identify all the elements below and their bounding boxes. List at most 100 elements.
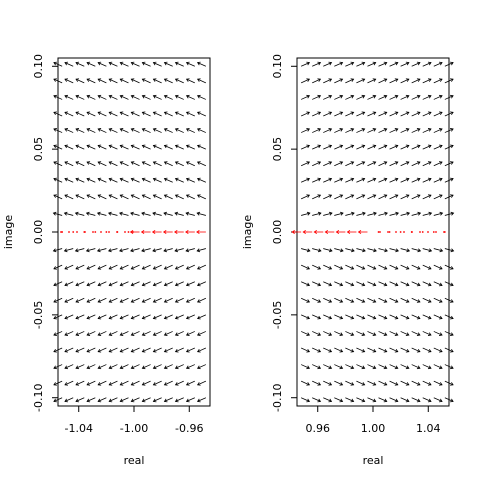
vector-arrowhead <box>130 348 135 353</box>
vector-arrow <box>75 62 85 67</box>
vector-arrowhead <box>163 161 168 165</box>
vector-arrow <box>131 145 140 150</box>
vector-arrow <box>300 281 310 286</box>
vector-arrowhead <box>361 61 366 66</box>
vector-arrowhead <box>130 177 135 182</box>
vector-arrowhead <box>427 348 432 353</box>
vector-arrow <box>345 248 355 252</box>
vector-arrow <box>175 128 184 133</box>
vector-arrowhead <box>328 282 333 287</box>
vector-arrowhead <box>361 144 366 149</box>
vector-arrow <box>367 397 376 402</box>
vector-arrowhead <box>174 194 179 198</box>
vector-arrow <box>345 194 354 200</box>
vector-arrow <box>400 95 410 100</box>
vector-arrowhead <box>328 266 333 270</box>
vector-arrowhead <box>383 365 388 370</box>
vector-arrowhead <box>174 161 179 165</box>
vector-arrowhead <box>75 398 80 403</box>
vector-arrowhead <box>427 111 432 116</box>
vector-arrowhead <box>416 332 421 336</box>
vector-arrow <box>345 212 355 216</box>
vector-arrow <box>186 347 195 353</box>
vector-arrowhead <box>405 348 410 353</box>
vector-arrow <box>400 331 410 336</box>
vector-arrowhead <box>395 248 399 253</box>
vector-arrowhead <box>196 78 201 82</box>
vector-arrowhead <box>152 365 157 370</box>
vector-arrow <box>422 62 432 67</box>
vector-arrow <box>53 380 63 386</box>
vector-arrow <box>174 212 184 216</box>
vector-arrowhead <box>64 94 69 99</box>
vector-arrowhead <box>328 398 333 403</box>
vector-arrow <box>300 397 310 402</box>
vector-arrowhead <box>74 248 79 253</box>
vector-arrowhead <box>339 177 344 182</box>
vector-arrowhead <box>163 332 168 336</box>
vector-arrowhead <box>64 398 69 403</box>
vector-arrowhead <box>438 177 443 182</box>
vector-arrow <box>131 161 140 167</box>
vector-arrow <box>120 178 129 183</box>
vector-arrowhead <box>350 144 355 149</box>
vector-arrow <box>312 297 321 303</box>
vector-arrowhead <box>86 144 91 149</box>
vector-arrow <box>197 178 207 183</box>
vector-arrow <box>367 178 376 183</box>
vector-arrow <box>334 380 343 386</box>
vector-arrowhead <box>439 211 444 216</box>
vector-arrow <box>433 111 443 117</box>
vector-arrow <box>153 128 162 133</box>
vector-arrow <box>97 145 107 150</box>
right-panel: 0.96 1.00 1.04 0.10 0.05 0.00 -0.05 -0.10 real im… <box>241 54 455 467</box>
vector-arrow <box>301 212 310 216</box>
vector-arrowhead <box>339 266 344 270</box>
vector-arrowhead <box>196 365 201 370</box>
vector-arrow <box>153 397 162 402</box>
vector-arrowhead <box>196 332 201 336</box>
vector-arrow <box>356 145 365 150</box>
vector-arrowhead <box>64 365 69 370</box>
vector-arrow <box>53 281 63 286</box>
vector-arrow <box>356 178 365 183</box>
vector-arrowhead <box>339 315 344 320</box>
vector-arrow <box>411 281 421 286</box>
vector-arrow <box>109 297 118 303</box>
vector-arrowhead <box>339 348 344 353</box>
vector-arrow <box>109 264 118 270</box>
x-axis-title: real <box>124 454 145 467</box>
vector-arrow <box>164 95 173 100</box>
vector-arrow <box>109 194 118 200</box>
vector-arrow <box>120 331 129 336</box>
vector-arrowhead <box>317 144 322 149</box>
vector-arrowhead <box>163 211 167 216</box>
vector-arrowhead <box>394 365 399 370</box>
vector-arrowhead <box>119 382 124 386</box>
vector-arrowhead <box>119 315 124 320</box>
vector-arrowhead <box>119 266 124 270</box>
vector-arrow <box>97 178 107 183</box>
vector-arrow <box>345 347 354 353</box>
vector-arrow <box>197 194 207 200</box>
vector-arrow <box>186 331 195 336</box>
axis-dot <box>124 231 126 233</box>
vector-arrowhead <box>306 128 311 132</box>
vector-arrowhead <box>141 332 146 336</box>
vector-arrowhead <box>141 365 146 370</box>
vector-arrow <box>433 178 443 183</box>
vector-arrowhead <box>372 266 377 270</box>
vector-arrow <box>444 380 454 386</box>
vector-arrowhead <box>185 230 189 234</box>
vector-arrowhead <box>405 161 410 165</box>
vector-arrowhead <box>141 144 146 149</box>
vector-arrowhead <box>174 398 179 403</box>
vector-arrow <box>323 78 332 84</box>
vector-arrowhead <box>416 177 421 182</box>
vector-arrow <box>323 248 333 252</box>
vector-arrowhead <box>185 365 190 370</box>
vector-arrow <box>356 111 365 117</box>
vector-arrow <box>53 264 63 270</box>
vector-arrow <box>197 397 207 402</box>
vector-arrow <box>75 331 85 336</box>
